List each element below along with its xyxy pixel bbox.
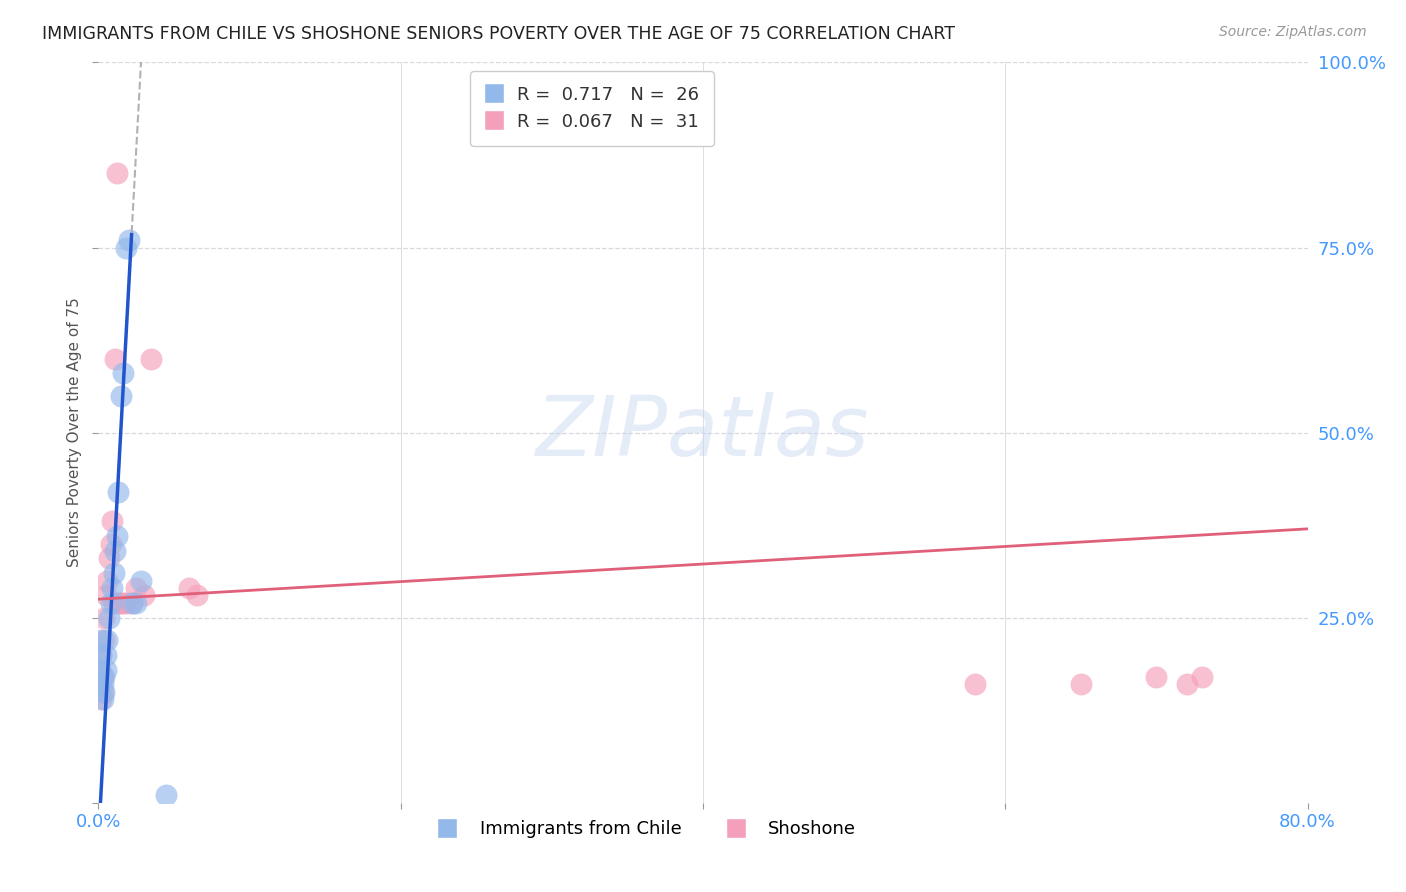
Point [1070,677,1092,691]
Point [104,544,127,558]
Point [108,596,131,610]
Point [965,677,987,691]
Point [96,632,118,647]
Point [91,692,114,706]
Point [118,233,141,247]
Point [110,388,132,402]
Point [91,685,114,699]
Point [101,515,124,529]
Point [179,581,201,595]
Point [125,596,148,610]
Point [101,581,124,595]
Point [141,351,163,366]
Y-axis label: Seniors Poverty Over the Age of 75: Seniors Poverty Over the Age of 75 [66,298,82,567]
Point [98,551,121,566]
Point [111,596,134,610]
Point [90,692,112,706]
Point [114,240,136,255]
Point [105,166,128,180]
Point [1144,670,1167,684]
Point [89,677,111,691]
Point [155,789,177,803]
Point [98,610,121,624]
Point [94,663,117,677]
Point [93,685,115,699]
Point [121,596,143,610]
Point [94,648,117,662]
Point [186,589,208,603]
Text: Source: ZipAtlas.com: Source: ZipAtlas.com [1219,25,1367,39]
Point [125,581,148,595]
Point [114,596,136,610]
Point [96,574,118,588]
Point [93,610,115,624]
Point [129,574,152,588]
Point [91,670,114,684]
Point [1175,677,1198,691]
Point [91,677,114,691]
Point [100,596,122,610]
Text: IMMIGRANTS FROM CHILE VS SHOSHONE SENIORS POVERTY OVER THE AGE OF 75 CORRELATION: IMMIGRANTS FROM CHILE VS SHOSHONE SENIOR… [42,25,955,43]
Point [94,589,117,603]
Point [104,351,127,366]
Point [93,670,115,684]
Legend: Immigrants from Chile, Shoshone: Immigrants from Chile, Shoshone [422,814,863,846]
Text: ZIPatlas: ZIPatlas [536,392,870,473]
Point [90,648,112,662]
Point [90,632,112,647]
Point [103,596,125,610]
Point [1191,670,1213,684]
Point [100,536,122,550]
Point [90,648,112,662]
Point [107,484,129,499]
Point [107,596,129,610]
Point [89,663,111,677]
Point [111,367,134,381]
Point [105,529,128,543]
Point [89,663,111,677]
Point [103,566,125,581]
Point [89,677,111,691]
Point [132,589,155,603]
Point [121,596,143,610]
Point [93,632,115,647]
